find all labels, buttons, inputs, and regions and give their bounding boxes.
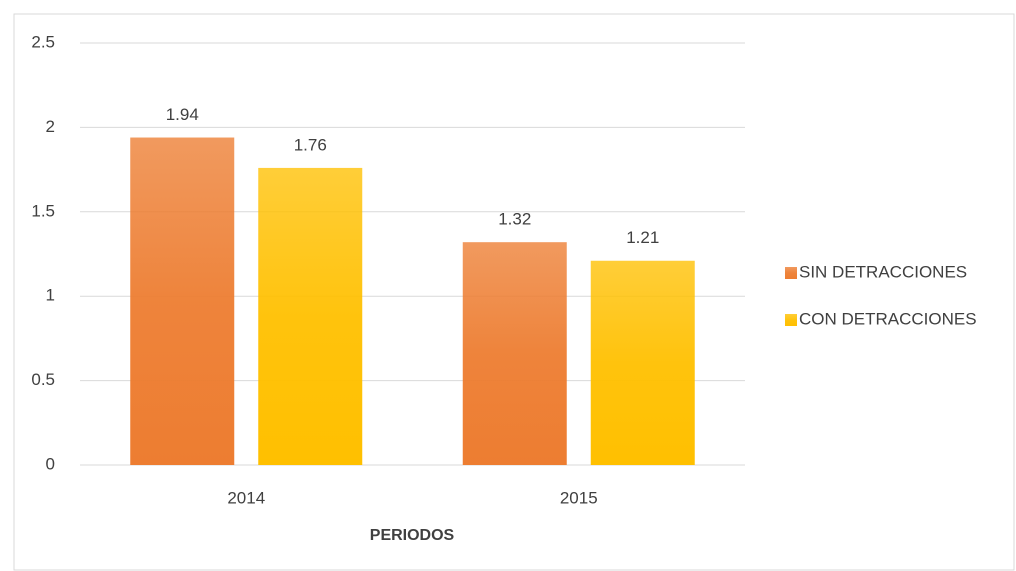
data-label: 1.94: [166, 105, 199, 124]
legend-swatch: [785, 314, 797, 326]
bar: [590, 260, 695, 465]
y-tick-label: 2: [46, 117, 55, 136]
bar: [130, 137, 235, 465]
legend-swatch: [785, 267, 797, 279]
bar: [258, 167, 363, 466]
y-tick-label: 1.5: [31, 201, 55, 220]
x-tick-label: 2015: [560, 488, 598, 507]
legend-label: SIN DETRACCIONES: [799, 262, 967, 281]
y-tick-label: 1: [46, 286, 55, 305]
legend-label: CON DETRACCIONES: [799, 309, 977, 328]
y-tick-label: 0: [46, 454, 55, 473]
data-label: 1.21: [626, 228, 659, 247]
bar: [462, 242, 567, 465]
x-axis-label: PERIODOS: [370, 527, 455, 544]
y-tick-label: 0.5: [31, 370, 55, 389]
x-tick-label: 2014: [227, 488, 265, 507]
data-label: 1.32: [498, 210, 531, 229]
data-label: 1.76: [294, 135, 327, 154]
y-tick-label: 2.5: [31, 32, 55, 51]
